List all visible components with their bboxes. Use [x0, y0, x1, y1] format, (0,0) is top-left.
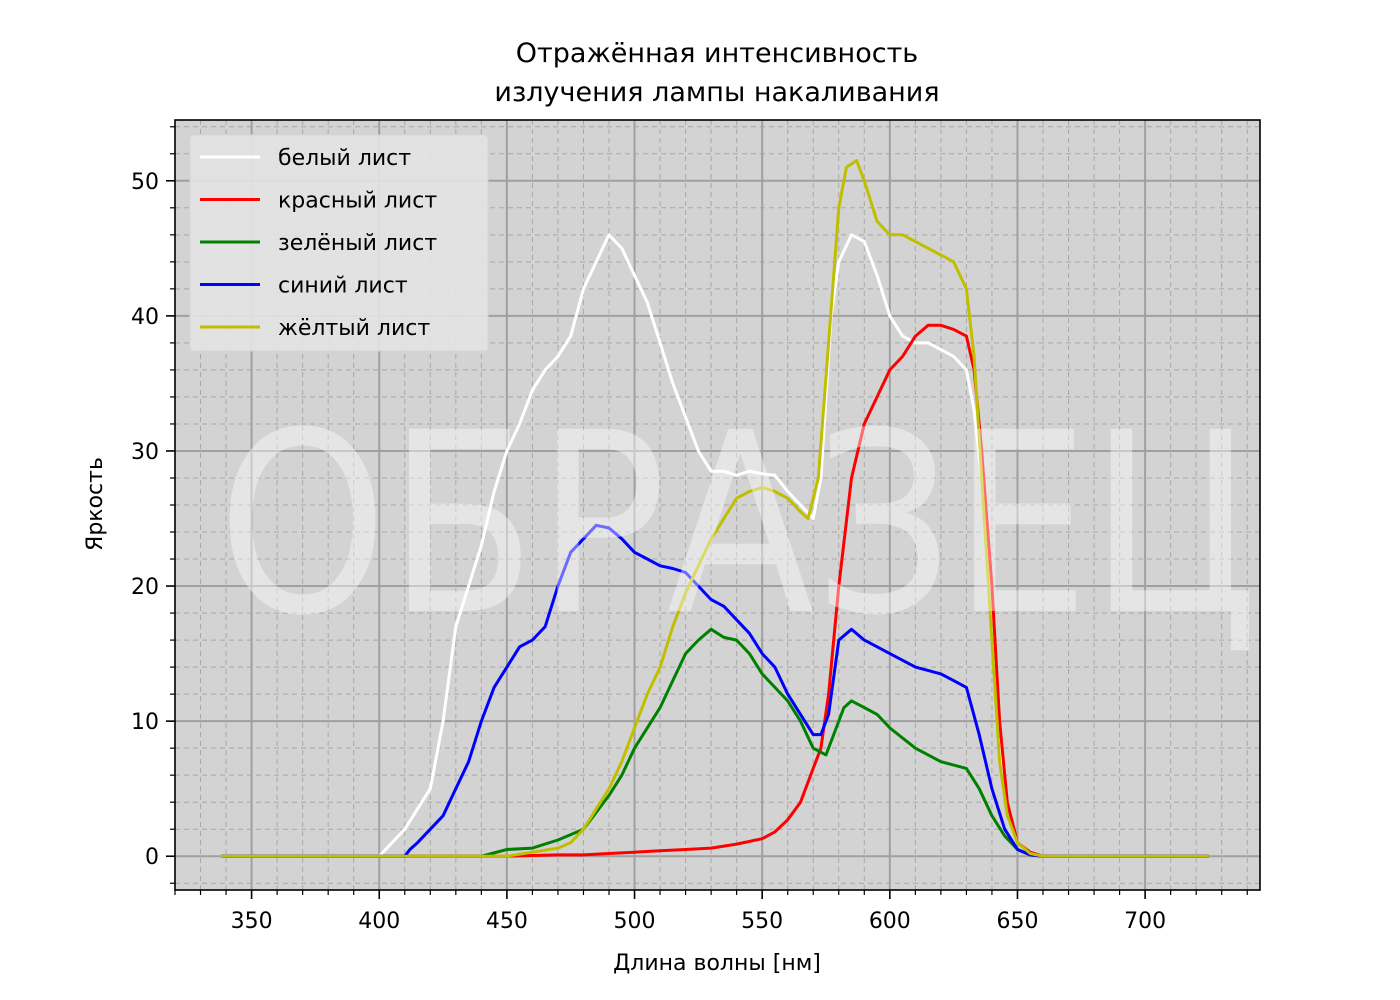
series-line-2 — [221, 323, 1209, 858]
y-tick-label: 0 — [145, 845, 159, 870]
y-tick-label: 20 — [131, 575, 159, 600]
x-axis-label: Длина волны [нм] — [613, 951, 821, 976]
legend-entry-2: красный лист — [278, 189, 437, 214]
x-tick-label: 700 — [1124, 909, 1166, 934]
x-tick-label: 550 — [741, 909, 783, 934]
y-tick-label: 50 — [131, 170, 159, 195]
y-axis-label: Яркость — [83, 457, 108, 551]
x-tick-label: 350 — [231, 909, 273, 934]
series-line-1 — [221, 233, 1209, 858]
legend-entry-1: белый лист — [278, 146, 411, 171]
series-line-3 — [221, 627, 1209, 858]
chart-title-line-2: излучения лампы накаливания — [494, 77, 939, 108]
x-tick-label: 600 — [869, 909, 911, 934]
x-tick-label: 650 — [996, 909, 1038, 934]
x-tick-label: 400 — [358, 909, 400, 934]
x-tick-label: 450 — [486, 909, 528, 934]
y-tick-label: 10 — [131, 710, 159, 735]
series-line-4 — [221, 523, 1209, 858]
chart-title-line-1: Отражённая интенсивность — [516, 38, 918, 69]
y-tick-label: 40 — [131, 305, 159, 330]
y-tick-label: 30 — [131, 440, 159, 465]
legend-entry-3: зелёный лист — [278, 231, 437, 256]
series-line-5 — [221, 159, 1209, 858]
x-tick-label: 500 — [614, 909, 656, 934]
legend-entry-5: жёлтый лист — [278, 316, 430, 341]
legend-box — [189, 134, 489, 352]
watermark-text: ОБРАЗЕЦ — [218, 379, 1258, 670]
legend-entry-4: синий лист — [278, 274, 408, 299]
